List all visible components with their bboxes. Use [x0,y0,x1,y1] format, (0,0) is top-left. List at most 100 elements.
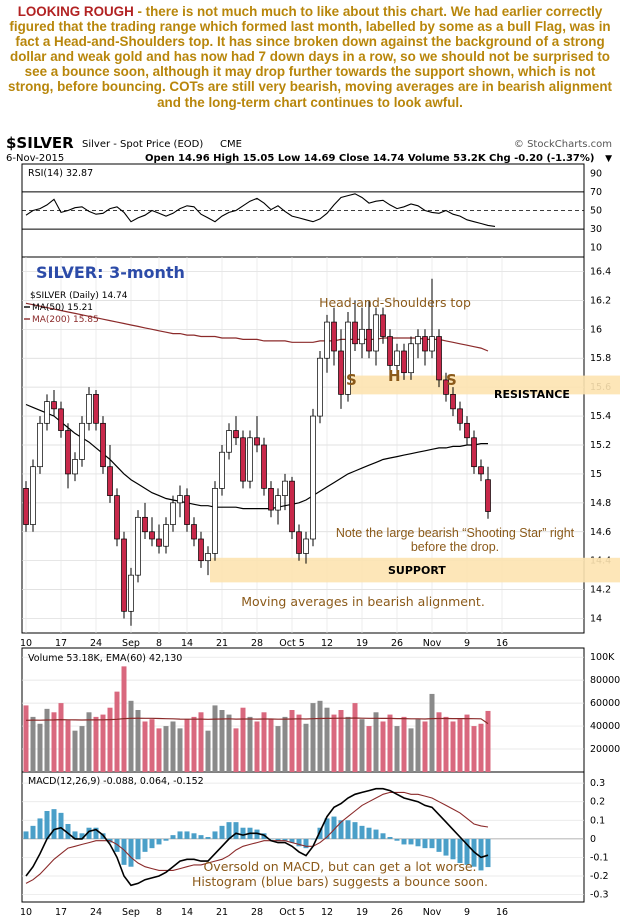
candle-body [380,314,386,337]
volume-bar [261,712,267,772]
candle-body [191,524,197,540]
price-x-tick: 8 [156,638,162,649]
candle-body [121,538,127,612]
volume-bar [443,716,449,772]
candle-body [478,466,484,475]
volume-bar [37,723,43,772]
macd-histogram-bar [331,816,337,839]
candle-body [261,444,267,489]
volume-bar [471,726,477,772]
volume-bar [366,726,372,772]
volume-bar [394,726,400,772]
macd-histogram-bar [177,831,183,839]
macd-histogram-bar [128,838,134,867]
volume-y-tick: 60000 [590,698,620,709]
candle-body [37,422,43,468]
volume-bar [380,721,386,772]
volume-bar [450,721,456,772]
macd-histogram-bar [121,838,127,865]
candle-body [331,321,337,352]
candle-body [387,336,393,366]
macd-y-tick: -0.2 [590,871,609,882]
price-x-tick: 14 [181,638,193,649]
volume-bar [296,714,302,772]
macd-histogram-bar [394,838,400,841]
volume-bar [324,707,330,772]
left-shoulder-label: S [346,371,357,389]
candle-body [233,430,239,439]
candle-body [149,531,155,540]
price-y-tick: 14.8 [590,498,611,509]
macd-x-tick: 12 [321,907,333,918]
candle-body [471,437,477,468]
macd-histogram-bar [310,838,316,840]
volume-bar [135,710,141,772]
candle-body [163,524,169,547]
volume-bar [51,712,57,772]
macd-histogram-bar [373,829,379,839]
macd-histogram-bar [184,831,190,839]
macd-panel-frame [21,771,585,903]
volume-bar [177,728,183,772]
candle-body [44,401,50,424]
candle-body [72,459,78,475]
macd-x-tick: 19 [356,907,368,918]
shooting-star-note: Note the large bearish “Shooting Star” r… [335,526,575,554]
candle-body [51,401,57,410]
price-x-tick: Nov [423,638,442,649]
macd-x-tick: Nov [423,907,442,918]
candle-body [401,350,407,374]
volume-bar [198,712,204,772]
volume-bar [233,728,239,772]
volume-bar [282,716,288,772]
macd-x-tick: 10 [20,907,32,918]
volume-bar [86,712,92,772]
macd-histogram-bar [254,829,260,839]
candle-body [107,466,113,496]
price-x-tick: 16 [496,638,508,649]
volume-bar [338,710,344,772]
macd-histogram-bar [86,827,92,839]
macd-y-tick: 0.2 [590,797,605,808]
volume-bar [240,707,246,772]
candle-body [352,321,358,345]
volume-y-tick: 20000 [590,744,620,755]
macd-histogram-bar [93,827,99,839]
macd-histogram-bar [345,820,351,839]
volume-bar [30,716,36,772]
macd-y-tick: 0 [590,834,596,845]
price-y-tick: 15.4 [590,411,611,422]
macd-histogram-bar [156,838,162,845]
macd-x-tick: 14 [181,907,193,918]
macd-y-tick: -0.3 [590,890,609,901]
macd-histogram-bar [163,838,169,841]
price-y-tick: 15.8 [590,353,611,364]
macd-legend: MACD(12,26,9) -0.088, 0.064, -0.152 [28,776,204,787]
candle-body [359,328,365,345]
macd-histogram-bar [170,835,176,839]
macd-histogram-bar [324,818,330,839]
candle-body [296,531,302,554]
chart-menu-icon[interactable]: ▼ [605,154,612,164]
commentary-text: LOOKING ROUGH - there is not much much t… [6,4,614,110]
candle-body [30,466,36,525]
candle-body [170,502,176,525]
price-y-tick: 15.2 [590,440,611,451]
candle-body [268,488,274,511]
candle-body [135,516,141,576]
volume-bar [345,716,351,772]
volume-bar [184,719,190,772]
volume-bar [331,714,337,772]
volume-bar [107,707,113,772]
macd-histogram-bar [352,822,358,839]
volume-bar [23,705,29,772]
price-x-tick: 10 [20,638,32,649]
commentary-lead: LOOKING ROUGH [17,4,134,19]
macd-x-tick: 9 [464,907,470,918]
macd-histogram-bar [443,838,449,856]
candle-body [394,350,400,366]
candle-body [212,488,218,554]
rsi-y-tick: 50 [590,206,602,217]
volume-bar [247,716,253,772]
candle-body [23,488,29,525]
